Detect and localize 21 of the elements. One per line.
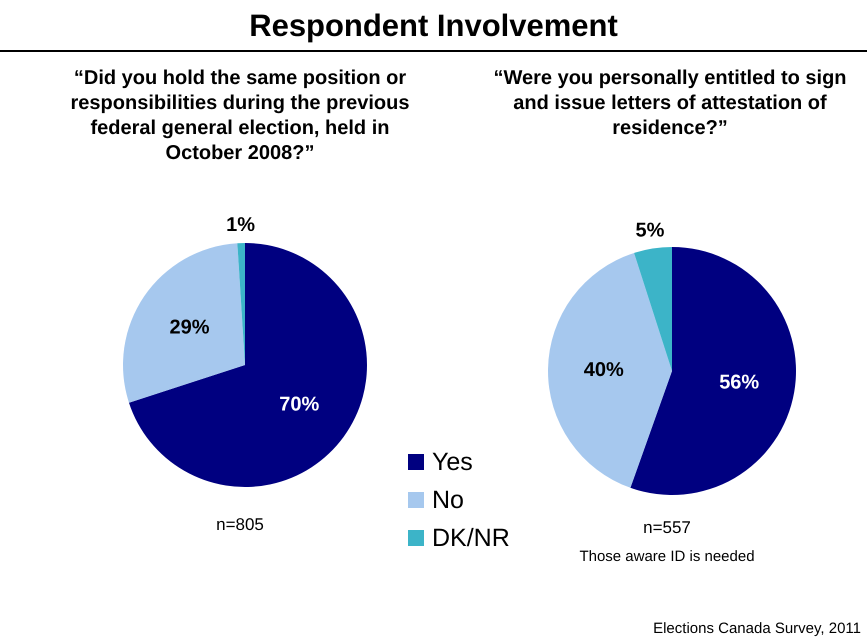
chart-title: Respondent Involvement [248, 8, 619, 44]
pie-slice [128, 243, 367, 487]
legend-label: No [432, 486, 464, 514]
data-label: 56% [719, 372, 760, 394]
pie-slice [630, 247, 796, 495]
chart-subtitle: “Did you hold the same position or responsibilities during the previous federal general election, held in October 2008?” [70, 66, 410, 166]
data-label: 5% [636, 220, 665, 242]
data-label: 29% [169, 316, 210, 338]
pie-slice [634, 247, 672, 371]
pie-slice [123, 243, 245, 403]
pie-slice [548, 252, 672, 488]
data-label: 40% [584, 358, 624, 381]
text: Elections Canada Survey, 2011 [652, 620, 861, 637]
text: n=557 [642, 518, 692, 538]
legend-label: DK/NR [432, 524, 510, 552]
text: n=805 [215, 515, 265, 535]
legend-label: Yes [432, 448, 473, 476]
text: Those aware ID is needed [578, 548, 756, 565]
data-label: 1% [226, 214, 256, 236]
data-label: 70% [279, 393, 320, 416]
chart-subtitle: “Were you personally entitled to sign and issue letters of attestation of residence?” [492, 66, 848, 141]
